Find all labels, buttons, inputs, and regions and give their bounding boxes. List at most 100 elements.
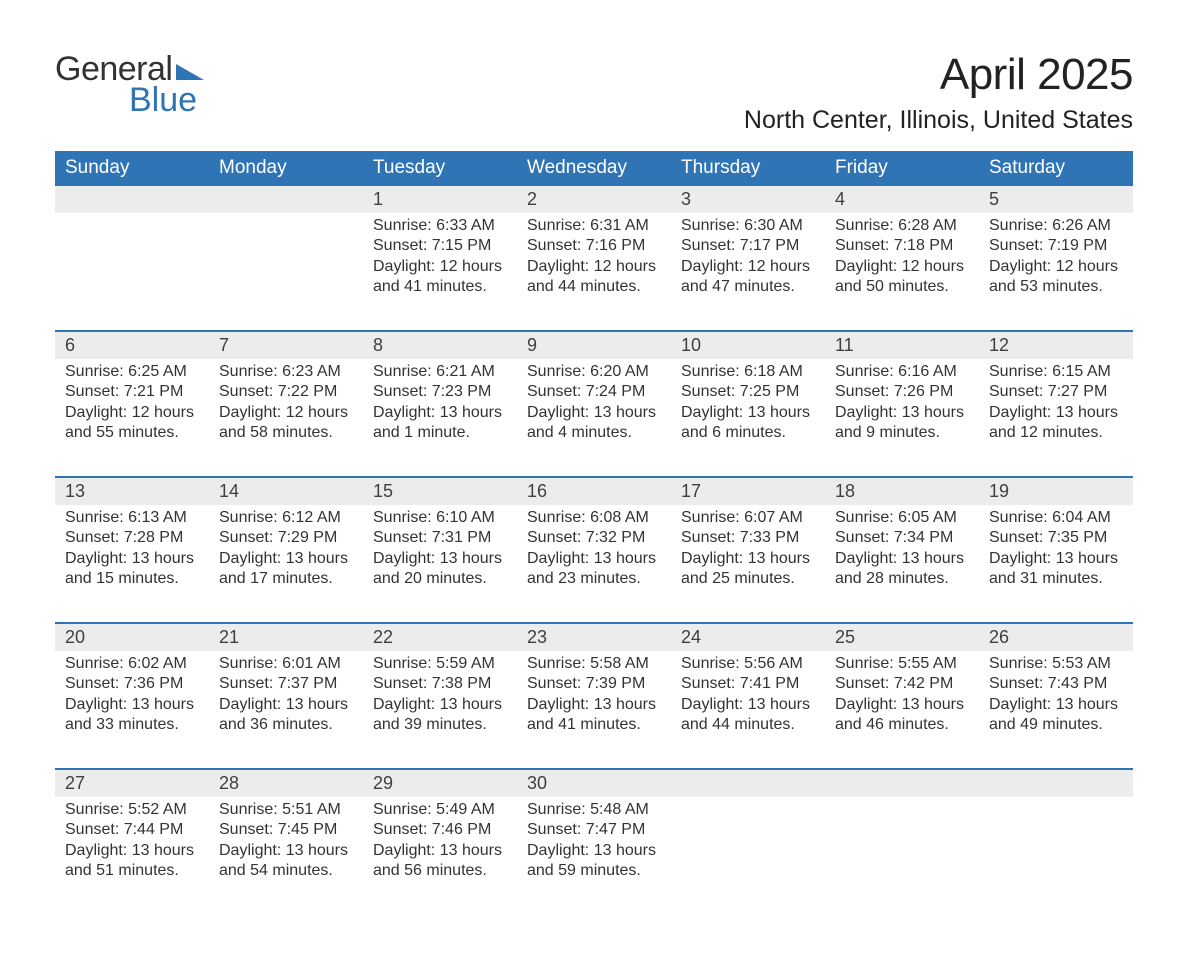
date-number-cell: 10 (671, 331, 825, 359)
date-number-cell: 15 (363, 477, 517, 505)
daylight-line: Daylight: 13 hours and 44 minutes. (681, 695, 815, 736)
sunset-line: Sunset: 7:43 PM (989, 674, 1123, 694)
daylight-line: Daylight: 12 hours and 50 minutes. (835, 257, 969, 298)
date-body-cell: Sunrise: 5:58 AMSunset: 7:39 PMDaylight:… (517, 651, 671, 769)
daylight-line: Daylight: 12 hours and 44 minutes. (527, 257, 661, 298)
sunset-line: Sunset: 7:21 PM (65, 382, 199, 402)
date-number-cell: 2 (517, 186, 671, 213)
date-number-cell: 29 (363, 769, 517, 797)
date-number-cell: 19 (979, 477, 1133, 505)
date-number-cell (979, 769, 1133, 797)
date-number-cell: 26 (979, 623, 1133, 651)
page-subtitle: North Center, Illinois, United States (744, 106, 1133, 135)
sunrise-line: Sunrise: 6:10 AM (373, 508, 507, 528)
sunrise-line: Sunrise: 6:07 AM (681, 508, 815, 528)
date-number-cell: 8 (363, 331, 517, 359)
sunset-line: Sunset: 7:22 PM (219, 382, 353, 402)
date-body-cell: Sunrise: 5:59 AMSunset: 7:38 PMDaylight:… (363, 651, 517, 769)
sunset-line: Sunset: 7:37 PM (219, 674, 353, 694)
sunset-line: Sunset: 7:33 PM (681, 528, 815, 548)
sunset-line: Sunset: 7:44 PM (65, 820, 199, 840)
daylight-line: Daylight: 13 hours and 25 minutes. (681, 549, 815, 590)
daylight-line: Daylight: 13 hours and 31 minutes. (989, 549, 1123, 590)
sunrise-line: Sunrise: 6:08 AM (527, 508, 661, 528)
daylight-line: Daylight: 13 hours and 20 minutes. (373, 549, 507, 590)
date-body-cell (979, 797, 1133, 915)
sunset-line: Sunset: 7:17 PM (681, 236, 815, 256)
sunrise-line: Sunrise: 6:28 AM (835, 216, 969, 236)
sunset-line: Sunset: 7:24 PM (527, 382, 661, 402)
date-body-cell: Sunrise: 6:20 AMSunset: 7:24 PMDaylight:… (517, 359, 671, 477)
daylight-line: Daylight: 12 hours and 47 minutes. (681, 257, 815, 298)
sunrise-line: Sunrise: 5:49 AM (373, 800, 507, 820)
date-number-cell: 6 (55, 331, 209, 359)
date-number-row: 6789101112 (55, 331, 1133, 359)
weekday-header: Sunday (55, 151, 209, 186)
date-body-cell: Sunrise: 6:15 AMSunset: 7:27 PMDaylight:… (979, 359, 1133, 477)
sunset-line: Sunset: 7:28 PM (65, 528, 199, 548)
weekday-header: Wednesday (517, 151, 671, 186)
date-body-cell: Sunrise: 5:48 AMSunset: 7:47 PMDaylight:… (517, 797, 671, 915)
date-body-cell: Sunrise: 5:49 AMSunset: 7:46 PMDaylight:… (363, 797, 517, 915)
date-number-cell: 11 (825, 331, 979, 359)
date-number-cell: 25 (825, 623, 979, 651)
date-number-row: 20212223242526 (55, 623, 1133, 651)
date-body-cell: Sunrise: 6:01 AMSunset: 7:37 PMDaylight:… (209, 651, 363, 769)
sunset-line: Sunset: 7:25 PM (681, 382, 815, 402)
sunset-line: Sunset: 7:26 PM (835, 382, 969, 402)
daylight-line: Daylight: 13 hours and 56 minutes. (373, 841, 507, 882)
date-body-row: Sunrise: 6:33 AMSunset: 7:15 PMDaylight:… (55, 213, 1133, 331)
date-body-cell: Sunrise: 6:21 AMSunset: 7:23 PMDaylight:… (363, 359, 517, 477)
date-number-cell: 22 (363, 623, 517, 651)
sunset-line: Sunset: 7:47 PM (527, 820, 661, 840)
date-body-cell: Sunrise: 6:28 AMSunset: 7:18 PMDaylight:… (825, 213, 979, 331)
date-number-cell: 21 (209, 623, 363, 651)
date-number-cell: 12 (979, 331, 1133, 359)
sunset-line: Sunset: 7:35 PM (989, 528, 1123, 548)
sunrise-line: Sunrise: 6:16 AM (835, 362, 969, 382)
date-number-cell: 27 (55, 769, 209, 797)
date-body-cell: Sunrise: 6:18 AMSunset: 7:25 PMDaylight:… (671, 359, 825, 477)
logo-flag-icon (176, 60, 206, 80)
logo-word-2: Blue (129, 81, 206, 120)
daylight-line: Daylight: 13 hours and 15 minutes. (65, 549, 199, 590)
sunset-line: Sunset: 7:23 PM (373, 382, 507, 402)
date-body-cell: Sunrise: 6:10 AMSunset: 7:31 PMDaylight:… (363, 505, 517, 623)
date-body-row: Sunrise: 6:02 AMSunset: 7:36 PMDaylight:… (55, 651, 1133, 769)
sunrise-line: Sunrise: 5:55 AM (835, 654, 969, 674)
date-number-cell (55, 186, 209, 213)
date-body-row: Sunrise: 6:25 AMSunset: 7:21 PMDaylight:… (55, 359, 1133, 477)
date-number-cell: 16 (517, 477, 671, 505)
daylight-line: Daylight: 13 hours and 49 minutes. (989, 695, 1123, 736)
weekday-header: Monday (209, 151, 363, 186)
date-number-cell: 23 (517, 623, 671, 651)
daylight-line: Daylight: 12 hours and 58 minutes. (219, 403, 353, 444)
date-body-cell: Sunrise: 5:51 AMSunset: 7:45 PMDaylight:… (209, 797, 363, 915)
sunset-line: Sunset: 7:32 PM (527, 528, 661, 548)
daylight-line: Daylight: 12 hours and 41 minutes. (373, 257, 507, 298)
date-body-cell: Sunrise: 6:02 AMSunset: 7:36 PMDaylight:… (55, 651, 209, 769)
page-title: April 2025 (744, 50, 1133, 100)
date-number-cell: 5 (979, 186, 1133, 213)
daylight-line: Daylight: 13 hours and 46 minutes. (835, 695, 969, 736)
sunrise-line: Sunrise: 5:48 AM (527, 800, 661, 820)
date-body-row: Sunrise: 6:13 AMSunset: 7:28 PMDaylight:… (55, 505, 1133, 623)
daylight-line: Daylight: 13 hours and 6 minutes. (681, 403, 815, 444)
daylight-line: Daylight: 12 hours and 55 minutes. (65, 403, 199, 444)
date-number-cell: 14 (209, 477, 363, 505)
date-number-row: 13141516171819 (55, 477, 1133, 505)
header: General Blue April 2025 North Center, Il… (55, 50, 1133, 147)
date-number-cell: 13 (55, 477, 209, 505)
date-body-cell: Sunrise: 6:26 AMSunset: 7:19 PMDaylight:… (979, 213, 1133, 331)
date-number-cell: 28 (209, 769, 363, 797)
date-body-cell: Sunrise: 6:13 AMSunset: 7:28 PMDaylight:… (55, 505, 209, 623)
sunrise-line: Sunrise: 5:51 AM (219, 800, 353, 820)
date-body-cell: Sunrise: 5:56 AMSunset: 7:41 PMDaylight:… (671, 651, 825, 769)
sunrise-line: Sunrise: 6:02 AM (65, 654, 199, 674)
date-body-cell: Sunrise: 6:25 AMSunset: 7:21 PMDaylight:… (55, 359, 209, 477)
date-body-cell (55, 213, 209, 331)
date-number-cell: 24 (671, 623, 825, 651)
sunrise-line: Sunrise: 5:52 AM (65, 800, 199, 820)
sunset-line: Sunset: 7:31 PM (373, 528, 507, 548)
sunrise-line: Sunrise: 6:30 AM (681, 216, 815, 236)
